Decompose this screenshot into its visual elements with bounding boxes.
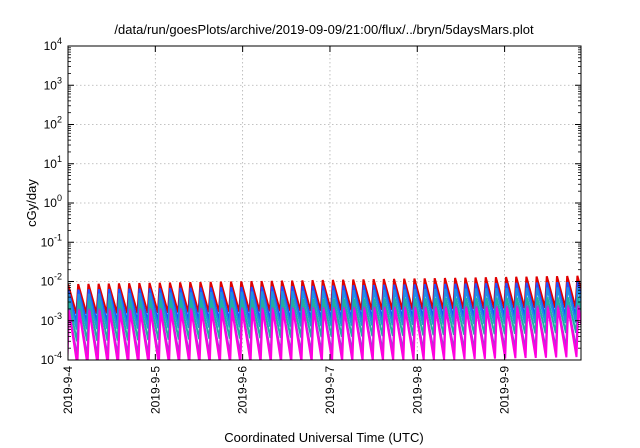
x-tick-label: 2019-9-9: [498, 366, 512, 414]
y-tick-label: 102: [44, 115, 62, 132]
x-tick-label: 2019-9-8: [410, 366, 424, 414]
y-tick-label: 104: [44, 36, 62, 53]
x-tick-label: 2019-9-7: [323, 366, 337, 414]
y-axis-label: cGy/day: [24, 179, 39, 227]
axis-ticks: [67, 45, 581, 361]
series-line: [68, 307, 581, 360]
y-tick-label: 100: [44, 193, 62, 210]
x-tick-label: 2019-9-4: [61, 366, 75, 414]
y-tick-label: 10-3: [41, 311, 62, 328]
series-group: [68, 275, 581, 360]
y-tick-labels: 10-4 10-3 10-2 10-1 100 101 102 103 104: [41, 36, 62, 367]
x-tick-label: 2019-9-6: [236, 366, 250, 414]
y-tick-label: 10-1: [41, 232, 62, 249]
y-tick-label: 10-4: [41, 350, 62, 367]
chart-title: /data/run/goesPlots/archive/2019-09-09/2…: [114, 22, 534, 37]
y-tick-label: 10-2: [41, 272, 62, 289]
y-tick-label: 103: [44, 75, 62, 92]
x-tick-label: 2019-9-5: [148, 366, 162, 414]
grid: [68, 46, 581, 360]
x-tick-labels: 2019-9-4 2019-9-5 2019-9-6 2019-9-7 2019-9-8…: [61, 366, 512, 414]
y-tick-label: 101: [44, 154, 62, 171]
x-axis-label: Coordinated Universal Time (UTC): [224, 430, 423, 445]
